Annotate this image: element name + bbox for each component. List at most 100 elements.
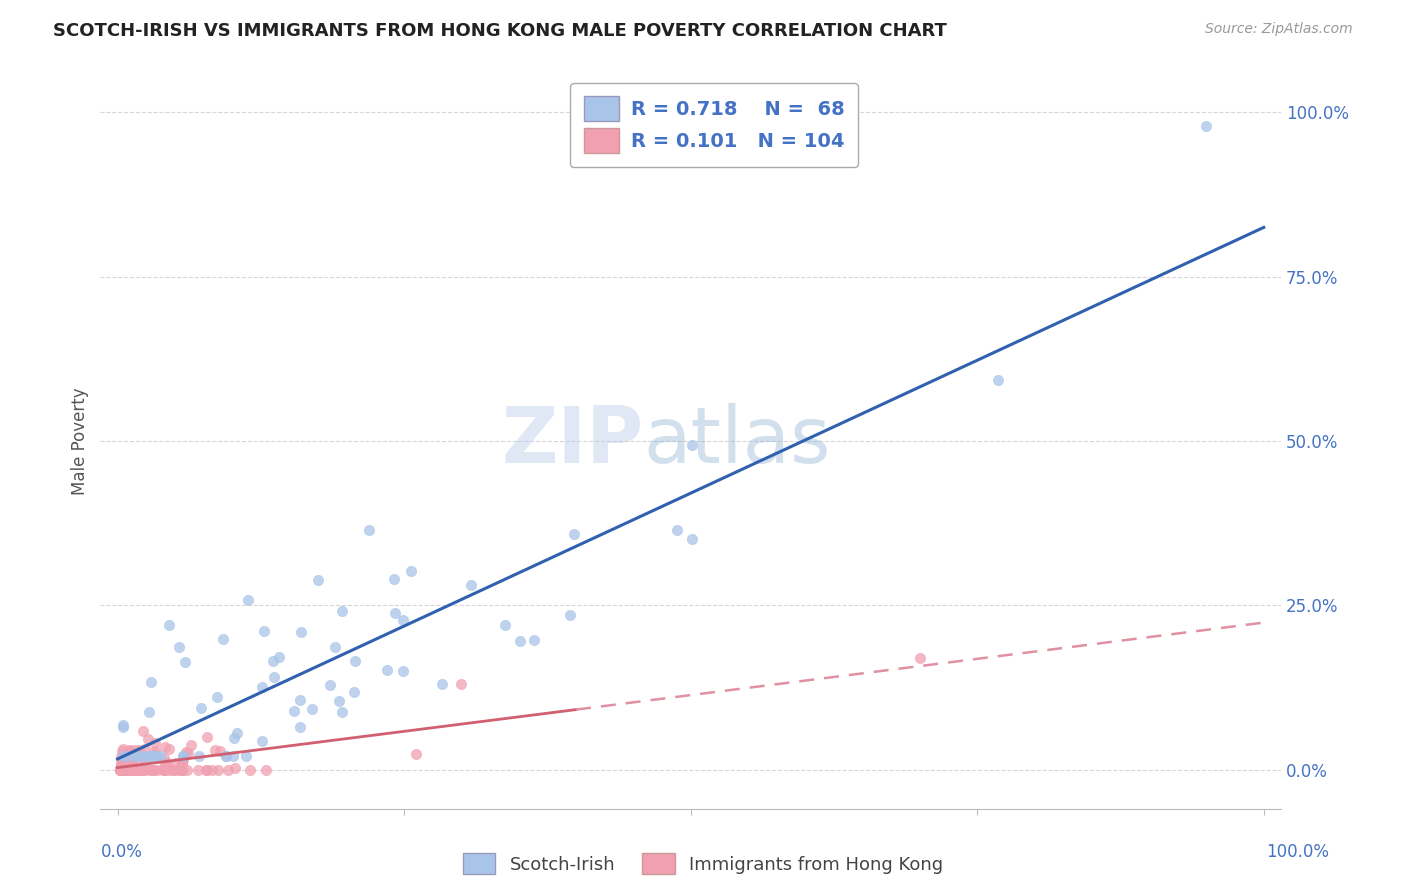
Point xyxy=(118,743,141,757)
Text: Source: ZipAtlas.com: Source: ZipAtlas.com xyxy=(1205,22,1353,37)
Point xyxy=(359,523,381,537)
Legend: Scotch-Irish, Immigrants from Hong Kong: Scotch-Irish, Immigrants from Hong Kong xyxy=(456,846,950,881)
Point xyxy=(136,731,159,746)
Point xyxy=(111,763,134,777)
Point xyxy=(114,763,136,777)
Point xyxy=(236,593,259,607)
Point xyxy=(319,678,342,692)
Point xyxy=(681,438,703,452)
Point xyxy=(224,761,246,775)
Point xyxy=(204,743,226,757)
Point xyxy=(382,572,405,586)
Point xyxy=(163,763,186,777)
Point xyxy=(560,608,582,623)
Point xyxy=(124,763,146,777)
Point xyxy=(392,665,415,679)
Point xyxy=(174,656,197,670)
Point xyxy=(108,763,131,777)
Point xyxy=(120,761,142,775)
Point xyxy=(170,763,193,777)
Point xyxy=(141,763,163,777)
Point xyxy=(118,744,141,758)
Point xyxy=(239,763,262,777)
Point xyxy=(146,749,169,764)
Point xyxy=(170,756,193,770)
Point xyxy=(135,763,157,777)
Point xyxy=(307,573,329,587)
Point xyxy=(134,742,156,756)
Point xyxy=(170,763,193,777)
Point xyxy=(152,760,174,774)
Point xyxy=(112,753,135,767)
Point xyxy=(138,705,160,719)
Point xyxy=(111,744,134,758)
Point xyxy=(207,763,229,777)
Point xyxy=(155,756,177,770)
Point xyxy=(167,640,190,654)
Point xyxy=(187,763,209,777)
Point xyxy=(127,763,149,777)
Point xyxy=(195,730,218,744)
Point xyxy=(217,763,239,777)
Point xyxy=(250,680,273,694)
Point xyxy=(115,763,138,777)
Point xyxy=(172,749,194,764)
Point xyxy=(328,693,350,707)
Point xyxy=(117,763,139,777)
Point xyxy=(908,651,931,665)
Point xyxy=(262,654,284,668)
Point xyxy=(225,726,247,740)
Point xyxy=(155,739,177,754)
Point xyxy=(141,749,163,764)
Point xyxy=(290,625,312,640)
Text: 0.0%: 0.0% xyxy=(101,843,143,861)
Point xyxy=(405,747,427,761)
Point xyxy=(288,692,311,706)
Point xyxy=(124,749,146,764)
Point xyxy=(494,617,516,632)
Point xyxy=(562,526,585,541)
Y-axis label: Male Poverty: Male Poverty xyxy=(72,387,89,495)
Text: ZIP: ZIP xyxy=(501,403,644,479)
Point xyxy=(283,704,305,718)
Point xyxy=(108,761,131,775)
Point xyxy=(121,753,143,767)
Point xyxy=(165,756,187,770)
Point xyxy=(167,763,190,777)
Point xyxy=(212,632,235,646)
Point xyxy=(195,763,218,777)
Point xyxy=(143,736,166,750)
Legend: R = 0.718    N =  68, R = 0.101   N = 104: R = 0.718 N = 68, R = 0.101 N = 104 xyxy=(571,83,858,167)
Point xyxy=(121,762,143,776)
Point xyxy=(399,564,422,578)
Text: 100.0%: 100.0% xyxy=(1265,843,1329,861)
Point xyxy=(132,724,155,739)
Point xyxy=(115,749,138,764)
Point xyxy=(121,763,143,777)
Point xyxy=(111,760,134,774)
Point xyxy=(301,702,323,716)
Point xyxy=(115,749,138,764)
Point xyxy=(132,759,155,773)
Point xyxy=(323,640,346,654)
Point xyxy=(180,738,202,752)
Point xyxy=(201,763,224,777)
Point xyxy=(288,720,311,734)
Point xyxy=(129,749,152,764)
Point xyxy=(128,742,150,756)
Point xyxy=(125,749,148,764)
Point xyxy=(152,763,174,777)
Point xyxy=(172,749,194,764)
Point xyxy=(269,650,291,665)
Point xyxy=(330,604,353,618)
Point xyxy=(108,763,131,777)
Point xyxy=(987,373,1010,387)
Point xyxy=(149,749,172,764)
Point xyxy=(112,742,135,756)
Point xyxy=(121,760,143,774)
Point xyxy=(134,753,156,767)
Point xyxy=(115,763,138,777)
Point xyxy=(139,749,162,764)
Point xyxy=(332,705,354,719)
Point xyxy=(120,763,142,777)
